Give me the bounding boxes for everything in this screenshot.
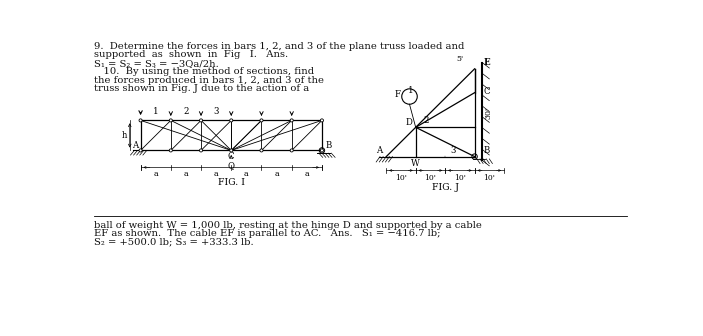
Circle shape [200, 149, 202, 152]
Circle shape [321, 119, 323, 122]
Text: 1: 1 [408, 86, 414, 95]
Circle shape [290, 149, 293, 152]
Text: 1: 1 [153, 107, 158, 116]
Circle shape [290, 119, 293, 122]
Text: 3: 3 [214, 107, 219, 116]
Text: 10': 10' [484, 173, 495, 181]
Circle shape [169, 149, 172, 152]
Text: E: E [484, 58, 491, 67]
Text: 5': 5' [457, 55, 464, 62]
Circle shape [260, 149, 263, 152]
Text: supported  as  shown  in  Fig   I.   Ans.: supported as shown in Fig I. Ans. [94, 50, 288, 59]
Text: D: D [406, 118, 413, 127]
Text: 10': 10' [425, 173, 437, 181]
Circle shape [139, 149, 142, 152]
Circle shape [321, 149, 323, 152]
Text: C: C [228, 152, 235, 161]
Circle shape [230, 119, 233, 122]
Text: the forces produced in bars 1, 2, and 3 of the: the forces produced in bars 1, 2, and 3 … [94, 76, 324, 85]
Text: A: A [376, 146, 382, 155]
Text: a: a [304, 170, 309, 178]
Text: a: a [183, 170, 188, 178]
Text: 3: 3 [450, 146, 456, 155]
Text: F: F [394, 90, 400, 99]
Text: truss shown in Fig. J due to the action of a: truss shown in Fig. J due to the action … [94, 84, 309, 93]
Circle shape [230, 149, 233, 152]
Text: 9.  Determine the forces in bars 1, 2, and 3 of the plane truss loaded and: 9. Determine the forces in bars 1, 2, an… [94, 42, 465, 51]
Circle shape [260, 119, 263, 122]
Text: 2: 2 [424, 117, 430, 125]
Circle shape [200, 119, 202, 122]
Text: 30': 30' [484, 107, 493, 119]
Text: Q: Q [228, 161, 235, 170]
Text: a: a [214, 170, 219, 178]
Text: 10': 10' [395, 173, 407, 181]
Text: FIG. I: FIG. I [218, 178, 245, 187]
Circle shape [139, 119, 142, 122]
Text: a: a [274, 170, 279, 178]
Text: ball of weight W = 1,000 lb, resting at the hinge D and supported by a cable: ball of weight W = 1,000 lb, resting at … [94, 220, 482, 229]
Text: A: A [132, 141, 138, 150]
Text: W: W [411, 159, 420, 168]
Text: 10': 10' [454, 173, 466, 181]
Text: FIG. J: FIG. J [432, 183, 458, 192]
Text: h: h [122, 131, 127, 140]
Text: B: B [325, 141, 332, 150]
Text: 2: 2 [183, 107, 188, 116]
Text: a: a [244, 170, 249, 178]
Text: 10.  By using the method of sections, find: 10. By using the method of sections, fin… [94, 67, 314, 76]
Circle shape [169, 119, 172, 122]
Text: EF as shown.  The cable EF is parallel to AC.   Ans.   S₁ = −416.7 lb;: EF as shown. The cable EF is parallel to… [94, 229, 441, 238]
Text: B: B [484, 146, 490, 155]
Text: a: a [153, 170, 158, 178]
Text: S₂ = +500.0 lb; S₃ = +333.3 lb.: S₂ = +500.0 lb; S₃ = +333.3 lb. [94, 238, 254, 246]
Text: C: C [484, 87, 491, 96]
Text: S₁ = S₂ = S₃ = −3Qa/2h.: S₁ = S₂ = S₃ = −3Qa/2h. [94, 59, 219, 68]
